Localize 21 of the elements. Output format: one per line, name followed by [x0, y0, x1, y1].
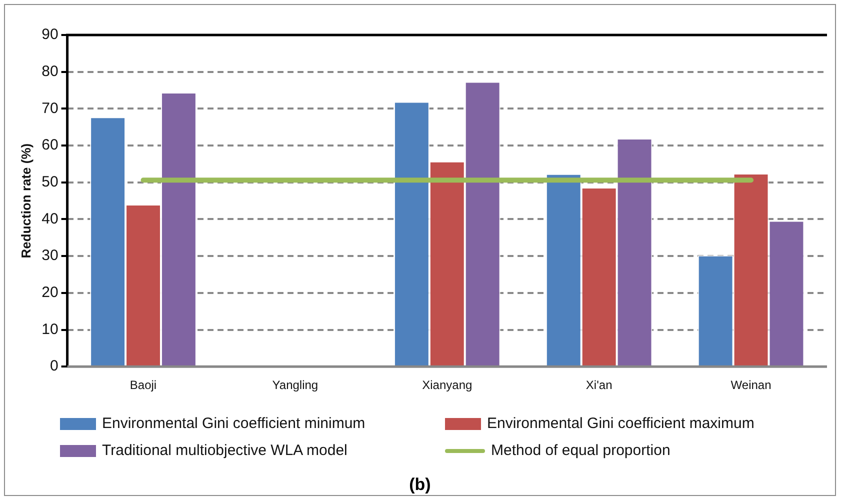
x-tick-label: Baoji: [130, 378, 157, 392]
legend-label: Environmental Gini coefficient minimum: [102, 415, 366, 432]
y-axis-title: Reduction rate (%): [18, 143, 34, 258]
y-tick-label: 20: [42, 284, 58, 302]
y-tick-label: 90: [42, 26, 58, 44]
y-tick-label: 70: [42, 100, 58, 117]
y-tick-label: 80: [42, 62, 58, 80]
legend-label: Traditional multiobjective WLA model: [102, 442, 348, 459]
y-tick-label: 0: [50, 358, 58, 375]
y-tick-label: 10: [42, 320, 58, 338]
legend-label: Method of equal proportion: [491, 442, 670, 459]
x-tick-label: Weinan: [730, 378, 772, 392]
x-tick-label: Xianyang: [422, 378, 472, 392]
y-tick-label: 60: [42, 136, 58, 154]
y-tick-label: 40: [42, 210, 58, 228]
y-tick-label: 50: [42, 174, 58, 191]
x-tick-label: Yangling: [272, 378, 318, 392]
text: (b): [408, 475, 432, 495]
y-tick-label: 30: [42, 247, 58, 264]
x-tick-label: Xi'an: [586, 378, 612, 392]
legend-label: Environmental Gini coefficient maximum: [487, 415, 754, 432]
